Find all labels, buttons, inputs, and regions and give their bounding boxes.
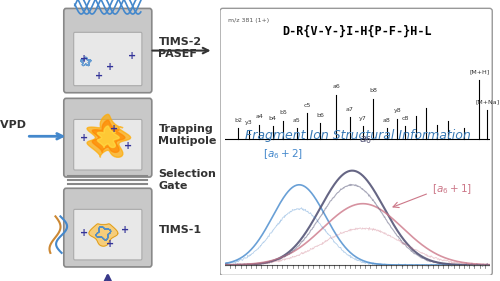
Text: b6: b6	[316, 113, 324, 118]
Polygon shape	[92, 120, 125, 152]
Text: b2: b2	[234, 118, 242, 123]
Text: $a_6$: $a_6$	[359, 134, 372, 146]
Text: Trapping
Multipole: Trapping Multipole	[158, 124, 217, 146]
Text: +: +	[110, 124, 118, 134]
Polygon shape	[89, 224, 118, 246]
Text: b5: b5	[280, 110, 287, 115]
Text: UVPD: UVPD	[0, 120, 26, 130]
Text: Sequence Information: Sequence Information	[288, 0, 426, 1]
Text: [M+Na]: [M+Na]	[476, 99, 500, 104]
Text: Selection
Gate: Selection Gate	[158, 169, 216, 191]
Text: $[a_6+1]$: $[a_6+1]$	[432, 183, 472, 196]
Text: +: +	[128, 51, 136, 61]
Text: $[a_6+2]$: $[a_6+2]$	[264, 147, 303, 161]
Text: a5: a5	[292, 118, 300, 123]
Text: a7: a7	[346, 107, 354, 112]
Text: c8: c8	[402, 115, 409, 121]
Polygon shape	[87, 114, 130, 157]
Text: [M+H]: [M+H]	[470, 70, 490, 75]
FancyBboxPatch shape	[74, 119, 142, 170]
Text: +: +	[106, 239, 114, 250]
Polygon shape	[98, 126, 119, 148]
Text: +: +	[80, 54, 88, 64]
Text: TIMS-2
PASEF: TIMS-2 PASEF	[158, 37, 202, 58]
Text: b4: b4	[268, 115, 276, 121]
FancyBboxPatch shape	[74, 209, 142, 260]
Text: +: +	[95, 71, 103, 81]
Text: D-R{V-Y-}I-H{P-F-}H-L: D-R{V-Y-}I-H{P-F-}H-L	[282, 25, 432, 38]
Text: +: +	[124, 141, 132, 151]
FancyBboxPatch shape	[64, 8, 152, 93]
Text: m/z: m/z	[345, 162, 370, 175]
FancyBboxPatch shape	[74, 32, 142, 86]
Text: +: +	[80, 133, 88, 143]
Text: a4: a4	[256, 114, 264, 119]
Text: y7: y7	[359, 115, 366, 121]
Text: m/z 381 (1+): m/z 381 (1+)	[228, 18, 269, 23]
Text: y8: y8	[394, 108, 401, 113]
FancyBboxPatch shape	[64, 98, 152, 177]
Text: a6: a6	[332, 85, 340, 89]
Text: +: +	[122, 225, 130, 235]
Text: y3: y3	[245, 120, 252, 125]
Text: TIMS-1: TIMS-1	[158, 225, 202, 235]
FancyBboxPatch shape	[220, 8, 492, 275]
Text: Fragment Ion Structural Information: Fragment Ion Structural Information	[244, 129, 470, 142]
Text: +: +	[106, 62, 114, 72]
Text: c5: c5	[304, 103, 311, 108]
Text: +: +	[80, 228, 88, 238]
Text: a8: a8	[383, 118, 390, 123]
Text: b8: b8	[370, 88, 378, 93]
FancyBboxPatch shape	[64, 188, 152, 267]
